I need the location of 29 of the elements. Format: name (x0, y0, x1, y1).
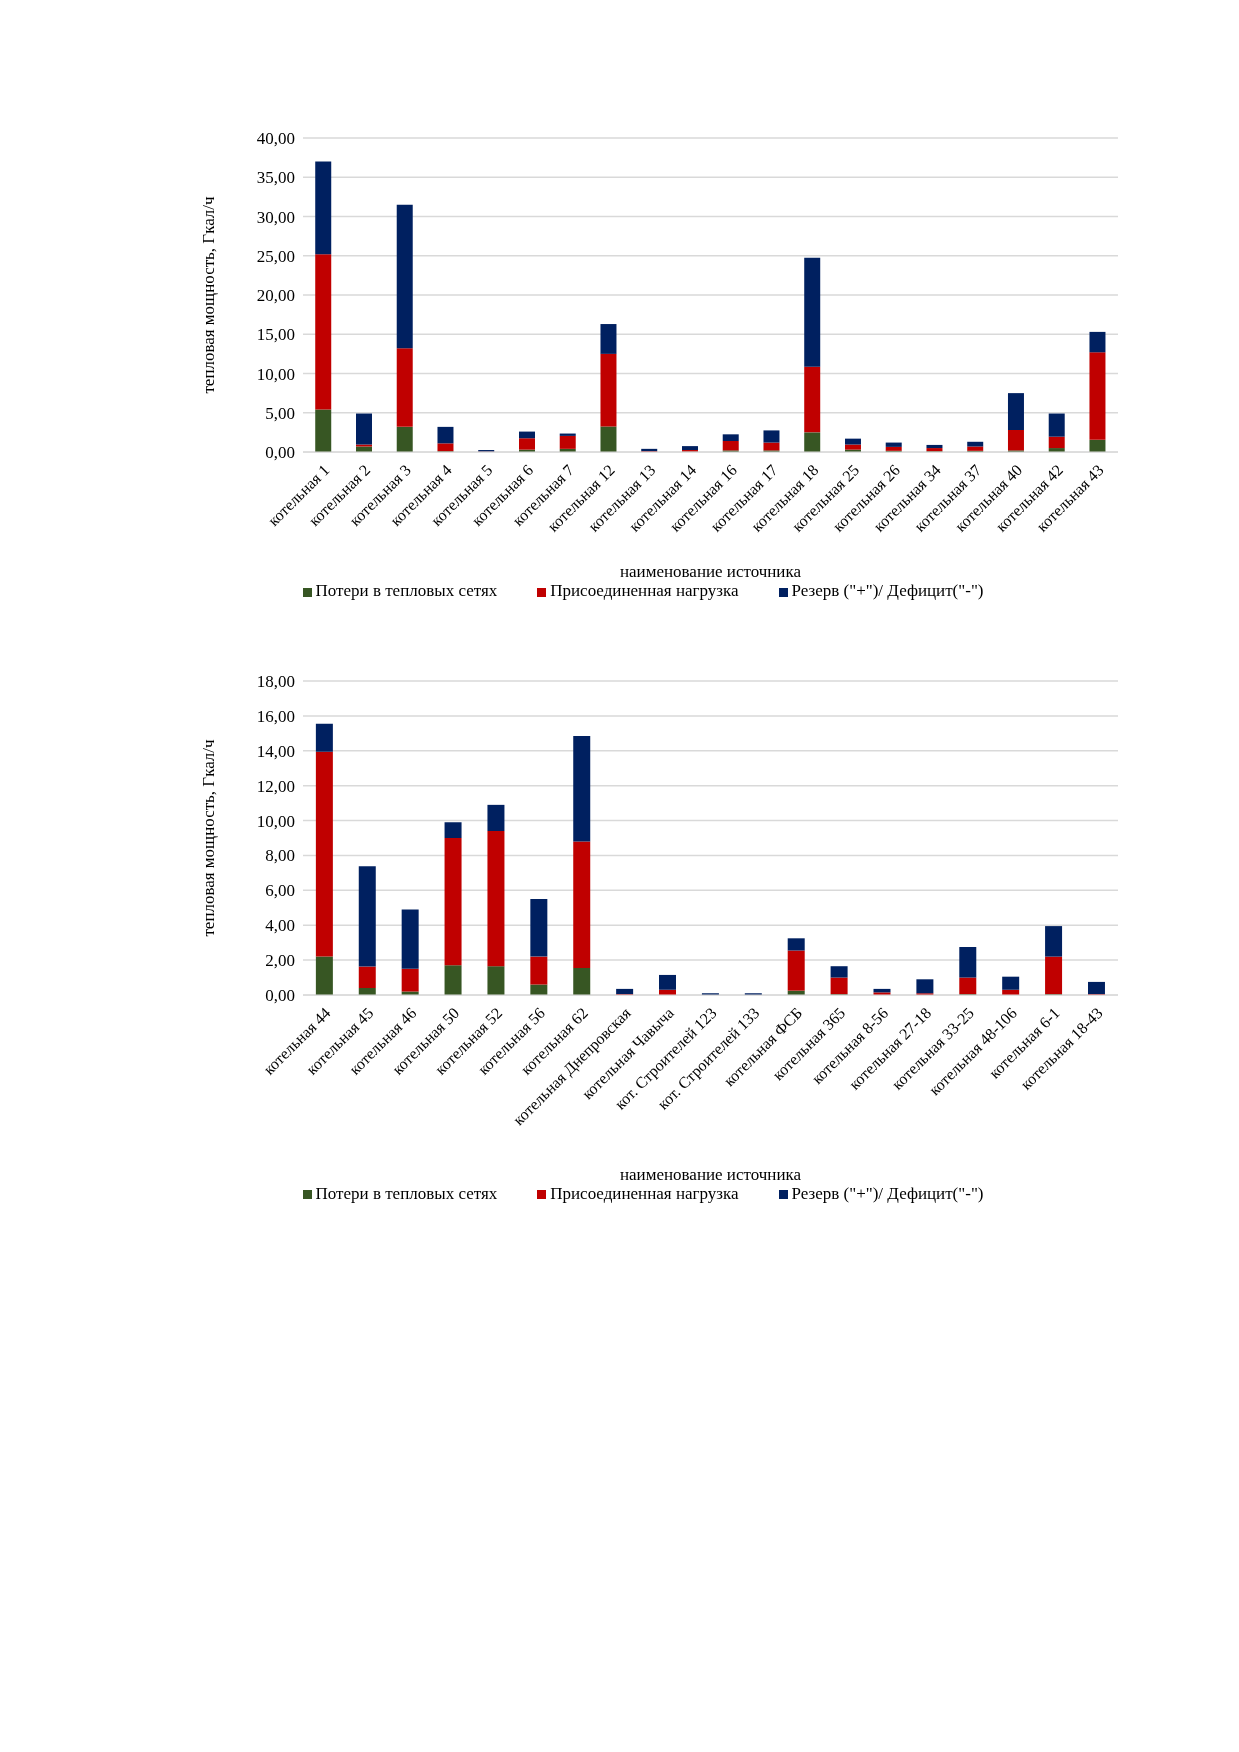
y-tick-label: 10,00 (256, 811, 295, 831)
legend-label: Присоединенная нагрузка (550, 581, 739, 601)
y-tick-label: 18,00 (256, 672, 295, 692)
y-tick-label: 8,00 (265, 846, 295, 866)
y-tick-label: 0,00 (265, 443, 296, 463)
y-tick-label: 15,00 (256, 325, 296, 345)
y-tick-label: 12,00 (256, 776, 295, 796)
y-tick-label: 35,00 (256, 168, 296, 188)
y-tick-label: 14,00 (256, 742, 295, 761)
y-tick-label: 0,00 (265, 986, 295, 1006)
legend-label: Резерв ("+")/ Дефицит("-") (791, 1183, 984, 1203)
y-axis-title: тепловая мощность, Гкал/ч (199, 739, 219, 937)
legend-label: Присоединенная нагрузка (550, 1183, 739, 1203)
y-tick-label: 30,00 (256, 207, 296, 227)
y-tick-label: 6,00 (265, 881, 295, 901)
y-tick-label: 40,00 (256, 129, 296, 149)
y-tick-label: 10,00 (256, 364, 296, 384)
y-tick-label: 25,00 (256, 246, 296, 266)
legend-label: Резерв ("+")/ Дефицит("-") (791, 581, 984, 601)
x-axis-title: наименование источника (619, 562, 802, 582)
y-tick-label: 2,00 (265, 951, 295, 971)
legend-label: Потери в тепловых сетях (315, 581, 498, 601)
y-tick-label: 5,00 (265, 403, 296, 423)
y-tick-label: 4,00 (265, 916, 295, 936)
y-tick-label: 16,00 (256, 707, 295, 727)
legend-label: Потери в тепловых сетях (315, 1183, 498, 1203)
x-axis-title: наименование источника (619, 1164, 802, 1184)
y-axis-title: тепловая мощность, Гкал/ч (199, 195, 219, 394)
y-tick-label: 20,00 (256, 286, 296, 306)
